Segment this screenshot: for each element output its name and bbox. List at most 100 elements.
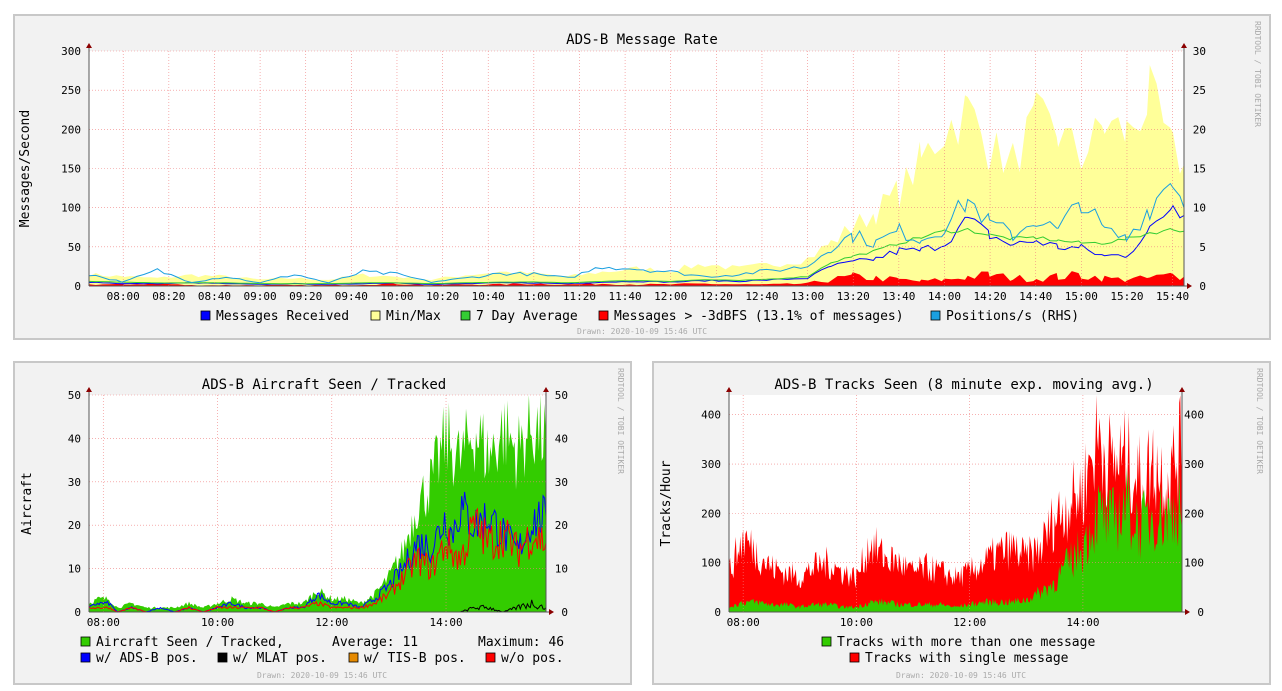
x-tick-label: 10:40: [472, 290, 505, 303]
legend-item-2-swatch: [460, 310, 471, 321]
drawn-timestamp: Drawn: 2020-10-09 15:46 UTC: [257, 671, 387, 680]
series-7-day-average-line: [88, 227, 1185, 285]
x-tick-label: 09:40: [335, 290, 368, 303]
y-tick-label: 20: [68, 519, 81, 532]
legend-item-1-swatch: [217, 652, 228, 663]
y-tick-label: 100: [701, 557, 721, 570]
chart-title: ADS-B Message Rate: [566, 32, 718, 48]
legend-item-2-label: w/ TIS-B pos.: [364, 651, 466, 666]
series-messages-3dbfs-area: [89, 271, 1184, 286]
y-tick-label: 40: [68, 432, 81, 445]
x-tick-label: 13:20: [837, 290, 870, 303]
x-tick-label: 14:20: [974, 290, 1007, 303]
y2-tick-label: 30: [555, 476, 568, 489]
y-axis-label: Tracks/Hour: [659, 460, 674, 546]
x-axis-arrow: [1185, 609, 1190, 615]
x-tick-label: 14:00: [1066, 616, 1099, 629]
y-tick-label: 10: [68, 563, 81, 576]
x-tick-label: 10:00: [840, 616, 873, 629]
y2-tick-label: 20: [555, 519, 568, 532]
y-tick-label: 0: [74, 280, 81, 293]
x-tick-label: 11:20: [563, 290, 596, 303]
y-tick-label: 50: [68, 389, 81, 402]
x-tick-label: 10:00: [380, 290, 413, 303]
legend-item-1-label: Min/Max: [386, 309, 441, 324]
y-tick-label: 100: [61, 202, 81, 215]
watermark-label: RRDTOOL / TOBI OETIKER: [1253, 21, 1262, 127]
y2-tick-label: 50: [555, 389, 568, 402]
chart-title: ADS-B Tracks Seen (8 minute exp. moving …: [774, 377, 1153, 393]
x-tick-label: 12:00: [654, 290, 687, 303]
x-tick-label: 11:40: [609, 290, 642, 303]
y2-tick-label: 15: [1193, 163, 1206, 176]
y2-tick-label: 200: [1184, 507, 1204, 520]
legend-maximum: Maximum: 46: [478, 635, 564, 650]
y-tick-label: 0: [74, 606, 81, 619]
y2-tick-label: 400: [1184, 409, 1204, 422]
x-tick-label: 14:40: [1019, 290, 1052, 303]
message-rate-panel: 0 50 100 150 200 250 300 0 5 10 15 20 25 30 08:00 08:20…: [13, 14, 1271, 340]
y2-axis-arrow: [1181, 43, 1187, 48]
legend-average: Average: 11: [332, 635, 418, 650]
legend-main-label: Aircraft Seen / Tracked,: [96, 635, 284, 650]
y2-tick-label: 0: [561, 606, 568, 619]
series-tracks-with-more-than-one-message-area: [729, 466, 1182, 612]
tracks-seen-panel: 0 100 200 300 400 0 100 200 300 400 08:00 10:00 12:0…: [652, 361, 1271, 685]
y2-tick-label: 10: [555, 563, 568, 576]
legend-item-0-swatch: [200, 310, 211, 321]
x-tick-label: 08:00: [87, 616, 120, 629]
y2-tick-label: 30: [1193, 45, 1206, 58]
x-tick-label: 14:00: [928, 290, 961, 303]
x-axis-arrow: [1187, 283, 1192, 289]
watermark-label: RRDTOOL / TOBI OETIKER: [1255, 368, 1264, 474]
legend-item-3-label: w/o pos.: [501, 651, 564, 666]
x-tick-label: 08:00: [107, 290, 140, 303]
y-axis-arrow: [726, 387, 732, 392]
legend-item-3-label: Messages > -3dBFS (13.1% of messages): [614, 309, 904, 324]
y-tick-label: 300: [61, 45, 81, 58]
y-axis-label: Messages/Second: [18, 110, 33, 227]
legend-item-0-label: Messages Received: [216, 309, 349, 324]
y2-tick-label: 100: [1184, 557, 1204, 570]
x-tick-label: 09:00: [244, 290, 277, 303]
legend-item-4-label: Positions/s (RHS): [946, 309, 1079, 324]
legend-item-0-label: Tracks with more than one message: [837, 635, 1095, 650]
y-tick-label: 250: [61, 84, 81, 97]
x-tick-label: 12:40: [745, 290, 778, 303]
legend-item-3-swatch: [598, 310, 609, 321]
y2-tick-label: 10: [1193, 202, 1206, 215]
x-tick-label: 11:00: [517, 290, 550, 303]
y-axis-arrow: [86, 387, 92, 392]
y-tick-label: 400: [701, 409, 721, 422]
legend-item-3-swatch: [485, 652, 496, 663]
y-tick-label: 150: [61, 163, 81, 176]
legend-item-2-swatch: [348, 652, 359, 663]
y2-axis-arrow: [1179, 387, 1185, 392]
x-tick-label: 14:00: [429, 616, 462, 629]
aircraft-seen-chart: 0 10 20 30 40 50 0 10 20 30 40 50 08:00 10:00 12:00 14:…: [20, 368, 625, 680]
y2-tick-label: 25: [1193, 84, 1206, 97]
x-tick-label: 10:00: [201, 616, 234, 629]
drawn-timestamp: Drawn: 2020-10-09 15:46 UTC: [577, 327, 707, 336]
chart-title: ADS-B Aircraft Seen / Tracked: [202, 377, 446, 393]
x-axis-arrow: [549, 609, 554, 615]
x-tick-label: 12:20: [700, 290, 733, 303]
x-tick-label: 13:40: [882, 290, 915, 303]
y2-tick-label: 5: [1199, 241, 1206, 254]
x-tick-label: 09:20: [289, 290, 322, 303]
x-tick-label: 12:00: [953, 616, 986, 629]
y-tick-label: 50: [68, 241, 81, 254]
x-tick-label: 13:00: [791, 290, 824, 303]
aircraft-seen-panel: 0 10 20 30 40 50 0 10 20 30 40 50 08:00 10:00 12:00 14:…: [13, 361, 632, 685]
message-rate-chart: 0 50 100 150 200 250 300 0 5 10 15 20 25 30 08:00 08:20…: [18, 21, 1262, 336]
watermark-label: RRDTOOL / TOBI OETIKER: [616, 368, 625, 474]
y-tick-label: 30: [68, 476, 81, 489]
x-tick-label: 10:20: [426, 290, 459, 303]
series-w-ads-b-pos-line: [88, 491, 547, 613]
y2-tick-label: 0: [1199, 280, 1206, 293]
x-tick-label: 08:00: [727, 616, 760, 629]
x-tick-label: 15:20: [1110, 290, 1143, 303]
legend-item-0-label: w/ ADS-B pos.: [96, 651, 198, 666]
y2-tick-label: 0: [1197, 606, 1204, 619]
legend-item-0-swatch: [821, 636, 832, 647]
